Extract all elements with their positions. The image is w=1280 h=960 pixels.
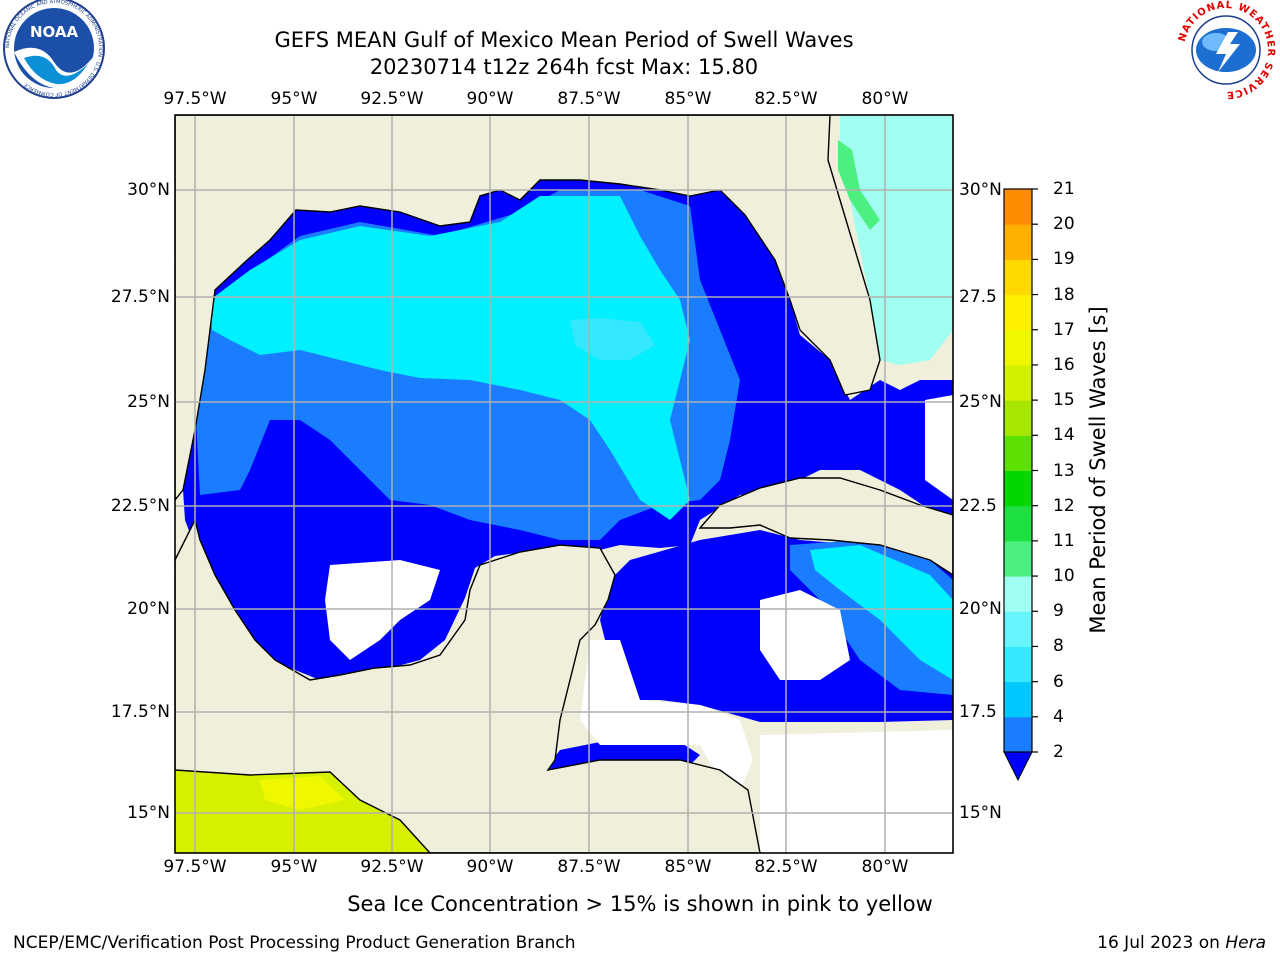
colorbar-extend-triangle xyxy=(1003,751,1033,782)
no-data-florida-straits xyxy=(925,395,953,500)
lon-tick-bottom: 82.5°W xyxy=(754,857,818,877)
pacific-swell-highlight xyxy=(260,776,345,810)
colorbar-tick-label: 15 xyxy=(1053,390,1075,411)
lon-tick-top: 97.5°W xyxy=(163,89,227,109)
lat-tick-right: 27.5 xyxy=(959,287,997,307)
lat-tick-left: 30°N xyxy=(127,180,170,200)
colorbar-tick-label: 2 xyxy=(1053,742,1064,762)
colorbar-tick-label: 11 xyxy=(1053,530,1075,551)
colorbar-tick-label: 21 xyxy=(1053,179,1075,199)
lat-tick-right: 22.5 xyxy=(959,496,997,516)
cuba-land xyxy=(698,477,953,576)
lat-tick-left: 27.5°N xyxy=(110,287,170,307)
colorbar xyxy=(1003,188,1038,782)
no-data-yucatan-channel xyxy=(580,640,753,790)
swell-band-4-6s xyxy=(210,196,690,520)
colorbar-tick-label: 17 xyxy=(1053,319,1075,340)
colorbar-segment xyxy=(1004,364,1032,401)
map-title: GEFS MEAN Gulf of Mexico Mean Period of … xyxy=(274,28,854,52)
colorbar-tick-label: 10 xyxy=(1053,566,1075,587)
lon-tick-bottom: 97.5°W xyxy=(163,857,227,877)
lat-tick-left: 15°N xyxy=(127,803,170,823)
lon-tick-top: 82.5°W xyxy=(754,89,818,109)
lat-tick-right: 30°N xyxy=(959,180,1002,200)
sea-ice-note: Sea Ice Concentration > 15% is shown in … xyxy=(347,892,933,916)
no-data-southeast xyxy=(760,730,953,853)
colorbar-tick-label: 13 xyxy=(1053,460,1075,481)
no-data-bay-of-campeche xyxy=(325,560,440,660)
colorbar-segment xyxy=(1004,189,1032,225)
colorbar-tick-label: 8 xyxy=(1053,636,1064,657)
lat-tick-right: 20°N xyxy=(959,599,1002,619)
colorbar-segment xyxy=(1004,470,1032,507)
lat-tick-right: 25°N xyxy=(959,392,1002,412)
lat-tick-right: 17.5 xyxy=(959,702,997,722)
footer-run-info: 16 Jul 2023 on Hera xyxy=(1097,933,1266,953)
colorbar-segment xyxy=(1004,259,1032,296)
lon-tick-top: 87.5°W xyxy=(557,89,621,109)
nws-logo: NATIONAL WEATHER SERVICE xyxy=(1176,0,1276,100)
map-subtitle: 20230714 t12z 264h fcst Max: 15.80 xyxy=(369,55,759,79)
lon-tick-top: 95°W xyxy=(270,89,318,109)
colorbar-segment xyxy=(1004,646,1032,683)
atlantic-swell-8-9s xyxy=(838,140,880,230)
atlantic-swell-field xyxy=(840,115,953,365)
colorbar-segment xyxy=(1004,540,1032,577)
footer-host: Hera xyxy=(1225,933,1266,953)
footer-organization: NCEP/EMC/Verification Post Processing Pr… xyxy=(13,933,576,953)
lon-tick-bottom: 87.5°W xyxy=(557,857,621,877)
colorbar-tick-label: 19 xyxy=(1053,249,1075,270)
lon-tick-top: 90°W xyxy=(466,89,514,109)
colorbar-segment xyxy=(1004,294,1032,331)
colorbar-tick-label: 18 xyxy=(1053,284,1075,305)
colorbar-tick-label: 20 xyxy=(1053,214,1075,235)
lat-tick-right: 15°N xyxy=(959,803,1002,823)
colorbar-segment xyxy=(1004,716,1032,753)
pacific-swell-field xyxy=(175,770,430,853)
colorbar-segment xyxy=(1004,435,1032,471)
lat-tick-left: 17.5°N xyxy=(110,702,170,722)
lon-tick-top: 85°W xyxy=(664,89,712,109)
lat-tick-left: 22.5°N xyxy=(110,496,170,516)
map-frame xyxy=(174,114,954,854)
lon-tick-top: 80°W xyxy=(861,89,909,109)
lon-tick-bottom: 80°W xyxy=(861,857,909,877)
colorbar-segment xyxy=(1004,329,1032,366)
colorbar-tick-label: 6 xyxy=(1053,671,1064,692)
noaa-logo-text: NOAA xyxy=(30,23,79,41)
lon-tick-bottom: 92.5°W xyxy=(360,857,424,877)
lon-tick-bottom: 85°W xyxy=(664,857,712,877)
lon-tick-bottom: 95°W xyxy=(270,857,318,877)
colorbar-tick-label: 16 xyxy=(1053,354,1075,375)
us-gulf-coast-land xyxy=(175,115,881,502)
mexico-land xyxy=(175,517,761,853)
noaa-logo: NOAA NATIONAL OCEANIC AND ATMOSPHERIC AD… xyxy=(3,0,105,99)
swell-band-6-8s xyxy=(570,318,655,360)
lat-tick-left: 20°N xyxy=(127,599,170,619)
colorbar-segment xyxy=(1004,505,1032,542)
lon-tick-bottom: 90°W xyxy=(466,857,514,877)
colorbar-label: Mean Period of Swell Waves [s] xyxy=(1086,306,1110,634)
swell-band-4-6s-caribbean xyxy=(810,545,953,680)
map-gridlines xyxy=(175,115,953,853)
colorbar-segment xyxy=(1004,224,1032,260)
colorbar-tick-label: 14 xyxy=(1053,425,1075,446)
colorbar-segment xyxy=(1004,681,1032,718)
colorbar-tick-label: 4 xyxy=(1053,706,1064,727)
colorbar-segment xyxy=(1004,400,1032,436)
colorbar-segment xyxy=(1004,576,1032,612)
lat-tick-left: 25°N xyxy=(127,392,170,412)
footer-date: 16 Jul 2023 on xyxy=(1097,933,1220,953)
map-field xyxy=(175,115,953,853)
colorbar-segment xyxy=(1004,611,1032,647)
colorbar-tick-label: 9 xyxy=(1053,601,1064,622)
colorbar-tick-label: 12 xyxy=(1053,495,1075,516)
no-data-cayman xyxy=(760,590,850,680)
lon-tick-top: 92.5°W xyxy=(360,89,424,109)
